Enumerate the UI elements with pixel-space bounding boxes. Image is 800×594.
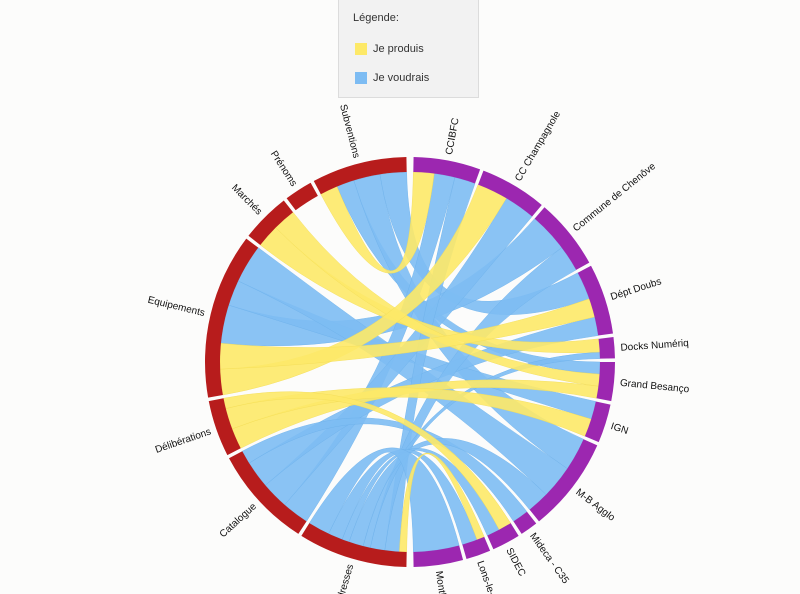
group-arc-cc-champagnole[interactable]	[478, 170, 542, 217]
group-arc-ccibfc[interactable]	[413, 157, 481, 184]
group-label: Lons-le-Sau	[474, 559, 502, 594]
group-label: Mideca - C35	[527, 531, 571, 586]
group-label: M-B Agglo	[573, 487, 617, 524]
legend-swatch-blue	[355, 72, 367, 84]
group-arc-d-pt-doubs[interactable]	[577, 265, 614, 336]
group-arcs	[205, 157, 615, 567]
group-arc-ign[interactable]	[584, 401, 611, 443]
group-arc-pr-noms[interactable]	[286, 182, 318, 211]
group-arc-montb-[interactable]	[413, 545, 464, 567]
group-label: Dépt Doubs	[609, 276, 663, 303]
chord-produis[interactable]	[223, 391, 511, 531]
group-arc-commune-de-chen-ve[interactable]	[534, 207, 590, 270]
group-arc-catalogue[interactable]	[228, 451, 307, 534]
legend-item-voudrais: Je voudrais	[355, 72, 429, 84]
legend-label: Je produis	[373, 43, 424, 55]
group-label: Adresses	[334, 563, 356, 594]
group-arc-equipements[interactable]	[205, 238, 259, 398]
legend-title: Légende:	[353, 12, 399, 24]
group-arc-adresses[interactable]	[301, 523, 407, 567]
legend-item-produis: Je produis	[355, 43, 424, 55]
group-arc-d-lib-rations[interactable]	[208, 398, 241, 456]
group-label: Catalogue	[218, 501, 259, 540]
group-label: Docks Numériq	[620, 338, 689, 354]
group-label: Délibérations	[154, 426, 213, 455]
group-arc-lons-le-sau[interactable]	[462, 536, 491, 560]
group-label: Montbé	[433, 570, 449, 594]
group-label: SIDEC	[503, 546, 527, 578]
chord-produis[interactable]	[320, 171, 435, 274]
group-arc-mideca-c35[interactable]	[513, 511, 537, 534]
legend-swatch-yellow	[355, 43, 367, 55]
group-label: Commune de Chenôve	[571, 161, 658, 235]
legend-label: Je voudrais	[373, 72, 430, 84]
group-label: Marchés	[229, 182, 264, 217]
group-arc-subventions[interactable]	[313, 157, 407, 195]
group-label: Prénoms	[268, 149, 299, 189]
group-label: CCIBFC	[444, 117, 462, 156]
group-label: Subventions	[337, 103, 361, 159]
group-arc-m-b-agglo[interactable]	[529, 439, 598, 522]
ribbons	[219, 171, 601, 553]
group-label: IGN	[609, 421, 629, 437]
legend: Légende: Je produis Je voudrais	[338, 0, 479, 98]
group-label: CC Champagnole	[513, 109, 563, 183]
chord-voudrais[interactable]	[241, 417, 528, 522]
group-arc-march-s[interactable]	[248, 200, 294, 246]
group-arc-docks-num-riq[interactable]	[598, 337, 615, 359]
group-label: Equipements	[147, 295, 206, 319]
group-label: Grand Besanço	[619, 378, 690, 396]
group-arc-grand-besan-o[interactable]	[596, 362, 615, 402]
group-arc-sidec[interactable]	[487, 523, 519, 550]
